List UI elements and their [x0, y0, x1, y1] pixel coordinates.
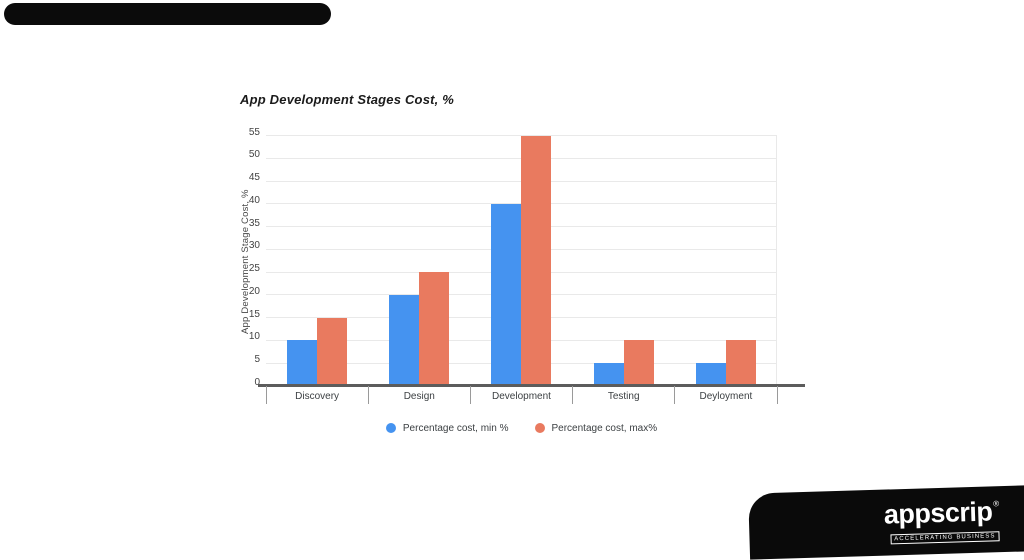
legend-item: Percentage cost, min % [385, 422, 509, 434]
bar-group-development [470, 135, 572, 386]
x-axis-tick [265, 386, 267, 404]
legend-label: Percentage cost, min % [402, 422, 509, 434]
y-tick-label: 45 [248, 172, 260, 184]
registered-trademark-icon: ® [993, 499, 999, 509]
y-tick-label: 15 [248, 308, 260, 320]
y-tick-label: 30 [248, 240, 260, 252]
bar-discovery-max [317, 317, 348, 386]
plot-right-border [776, 135, 777, 386]
x-axis-tick [469, 386, 471, 404]
x-axis-tick [776, 386, 778, 404]
category-label-discovery: Discovery [295, 391, 340, 402]
brand-banner: appscrip® ACCELERATING BUSINESS [748, 485, 1024, 560]
bar-group-testing [573, 340, 675, 386]
logo-tagline: ACCELERATING BUSINESS [890, 531, 1000, 545]
bar-development-max [521, 135, 552, 386]
legend-dot-icon [385, 423, 396, 433]
y-tick-label: 5 [254, 354, 260, 366]
bar-group-deyloyment [675, 340, 777, 386]
logo-text: appscrip [883, 496, 993, 530]
bar-testing-min [593, 363, 624, 386]
brand-top-bar [4, 3, 331, 25]
appscrip-logo: appscrip® ACCELERATING BUSINESS [883, 491, 1000, 545]
category-label-testing: Testing [607, 391, 640, 402]
bar-design-min [389, 294, 420, 386]
x-axis-tick [572, 386, 574, 404]
y-tick-label: 10 [248, 331, 260, 343]
x-axis-baseline [258, 383, 805, 387]
x-axis-tick [674, 386, 676, 404]
bar-deyloyment-max [725, 340, 756, 386]
bar-group-discovery [266, 317, 368, 386]
chart-title: App Development Stages Cost, % [240, 92, 455, 107]
bar-group-design [368, 272, 470, 386]
y-tick-label: 55 [248, 126, 260, 138]
bar-development-min [491, 203, 522, 386]
logo-wordmark: appscrip® [883, 491, 999, 530]
x-axis-tick [367, 386, 369, 404]
y-tick-label: 50 [248, 149, 260, 161]
legend-item: Percentage cost, max% [534, 422, 658, 434]
category-label-design: Design [403, 391, 435, 402]
category-label-development: Development [492, 391, 551, 402]
bar-discovery-min [287, 340, 318, 386]
bar-deyloyment-min [695, 363, 726, 386]
y-tick-label: 20 [248, 285, 260, 297]
legend-label: Percentage cost, max% [551, 422, 658, 434]
y-tick-label: 0 [254, 377, 260, 388]
y-tick-label: 25 [248, 263, 260, 275]
plot-area [266, 135, 777, 386]
bar-testing-max [623, 340, 654, 386]
legend-dot-icon [534, 423, 545, 433]
chart-legend: Percentage cost, min % Percentage cost, m… [266, 420, 777, 436]
category-label-deyloyment: Deyloyment [699, 391, 753, 402]
y-tick-label: 35 [248, 217, 260, 229]
bar-design-max [419, 272, 450, 386]
y-tick-label: 40 [248, 194, 260, 206]
